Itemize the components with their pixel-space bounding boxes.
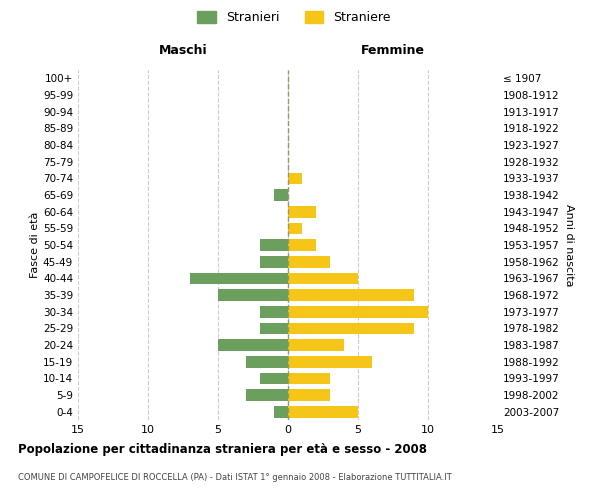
Bar <box>218 339 288 351</box>
Y-axis label: Anni di nascita: Anni di nascita <box>563 204 574 286</box>
Bar <box>288 389 330 401</box>
Bar <box>288 272 358 284</box>
Y-axis label: Fasce di età: Fasce di età <box>30 212 40 278</box>
Bar <box>288 372 330 384</box>
Bar <box>246 389 288 401</box>
Bar <box>260 306 288 318</box>
Bar <box>288 172 302 184</box>
Bar <box>246 356 288 368</box>
Bar <box>260 322 288 334</box>
Bar <box>218 289 288 301</box>
Bar <box>288 322 414 334</box>
Bar <box>288 406 358 417</box>
Bar <box>288 306 428 318</box>
Bar <box>260 256 288 268</box>
Text: Femmine: Femmine <box>361 44 425 57</box>
Bar <box>260 372 288 384</box>
Bar <box>260 239 288 251</box>
Text: COMUNE DI CAMPOFELICE DI ROCCELLA (PA) - Dati ISTAT 1° gennaio 2008 - Elaborazio: COMUNE DI CAMPOFELICE DI ROCCELLA (PA) -… <box>18 472 452 482</box>
Bar <box>288 239 316 251</box>
Bar <box>288 256 330 268</box>
Bar <box>288 289 414 301</box>
Bar <box>190 272 288 284</box>
Bar <box>288 356 372 368</box>
Bar <box>288 206 316 218</box>
Bar <box>274 189 288 201</box>
Text: Popolazione per cittadinanza straniera per età e sesso - 2008: Popolazione per cittadinanza straniera p… <box>18 442 427 456</box>
Bar <box>288 222 302 234</box>
Bar <box>274 406 288 417</box>
Legend: Stranieri, Straniere: Stranieri, Straniere <box>192 6 396 29</box>
Bar <box>288 339 344 351</box>
Text: Maschi: Maschi <box>158 44 208 57</box>
